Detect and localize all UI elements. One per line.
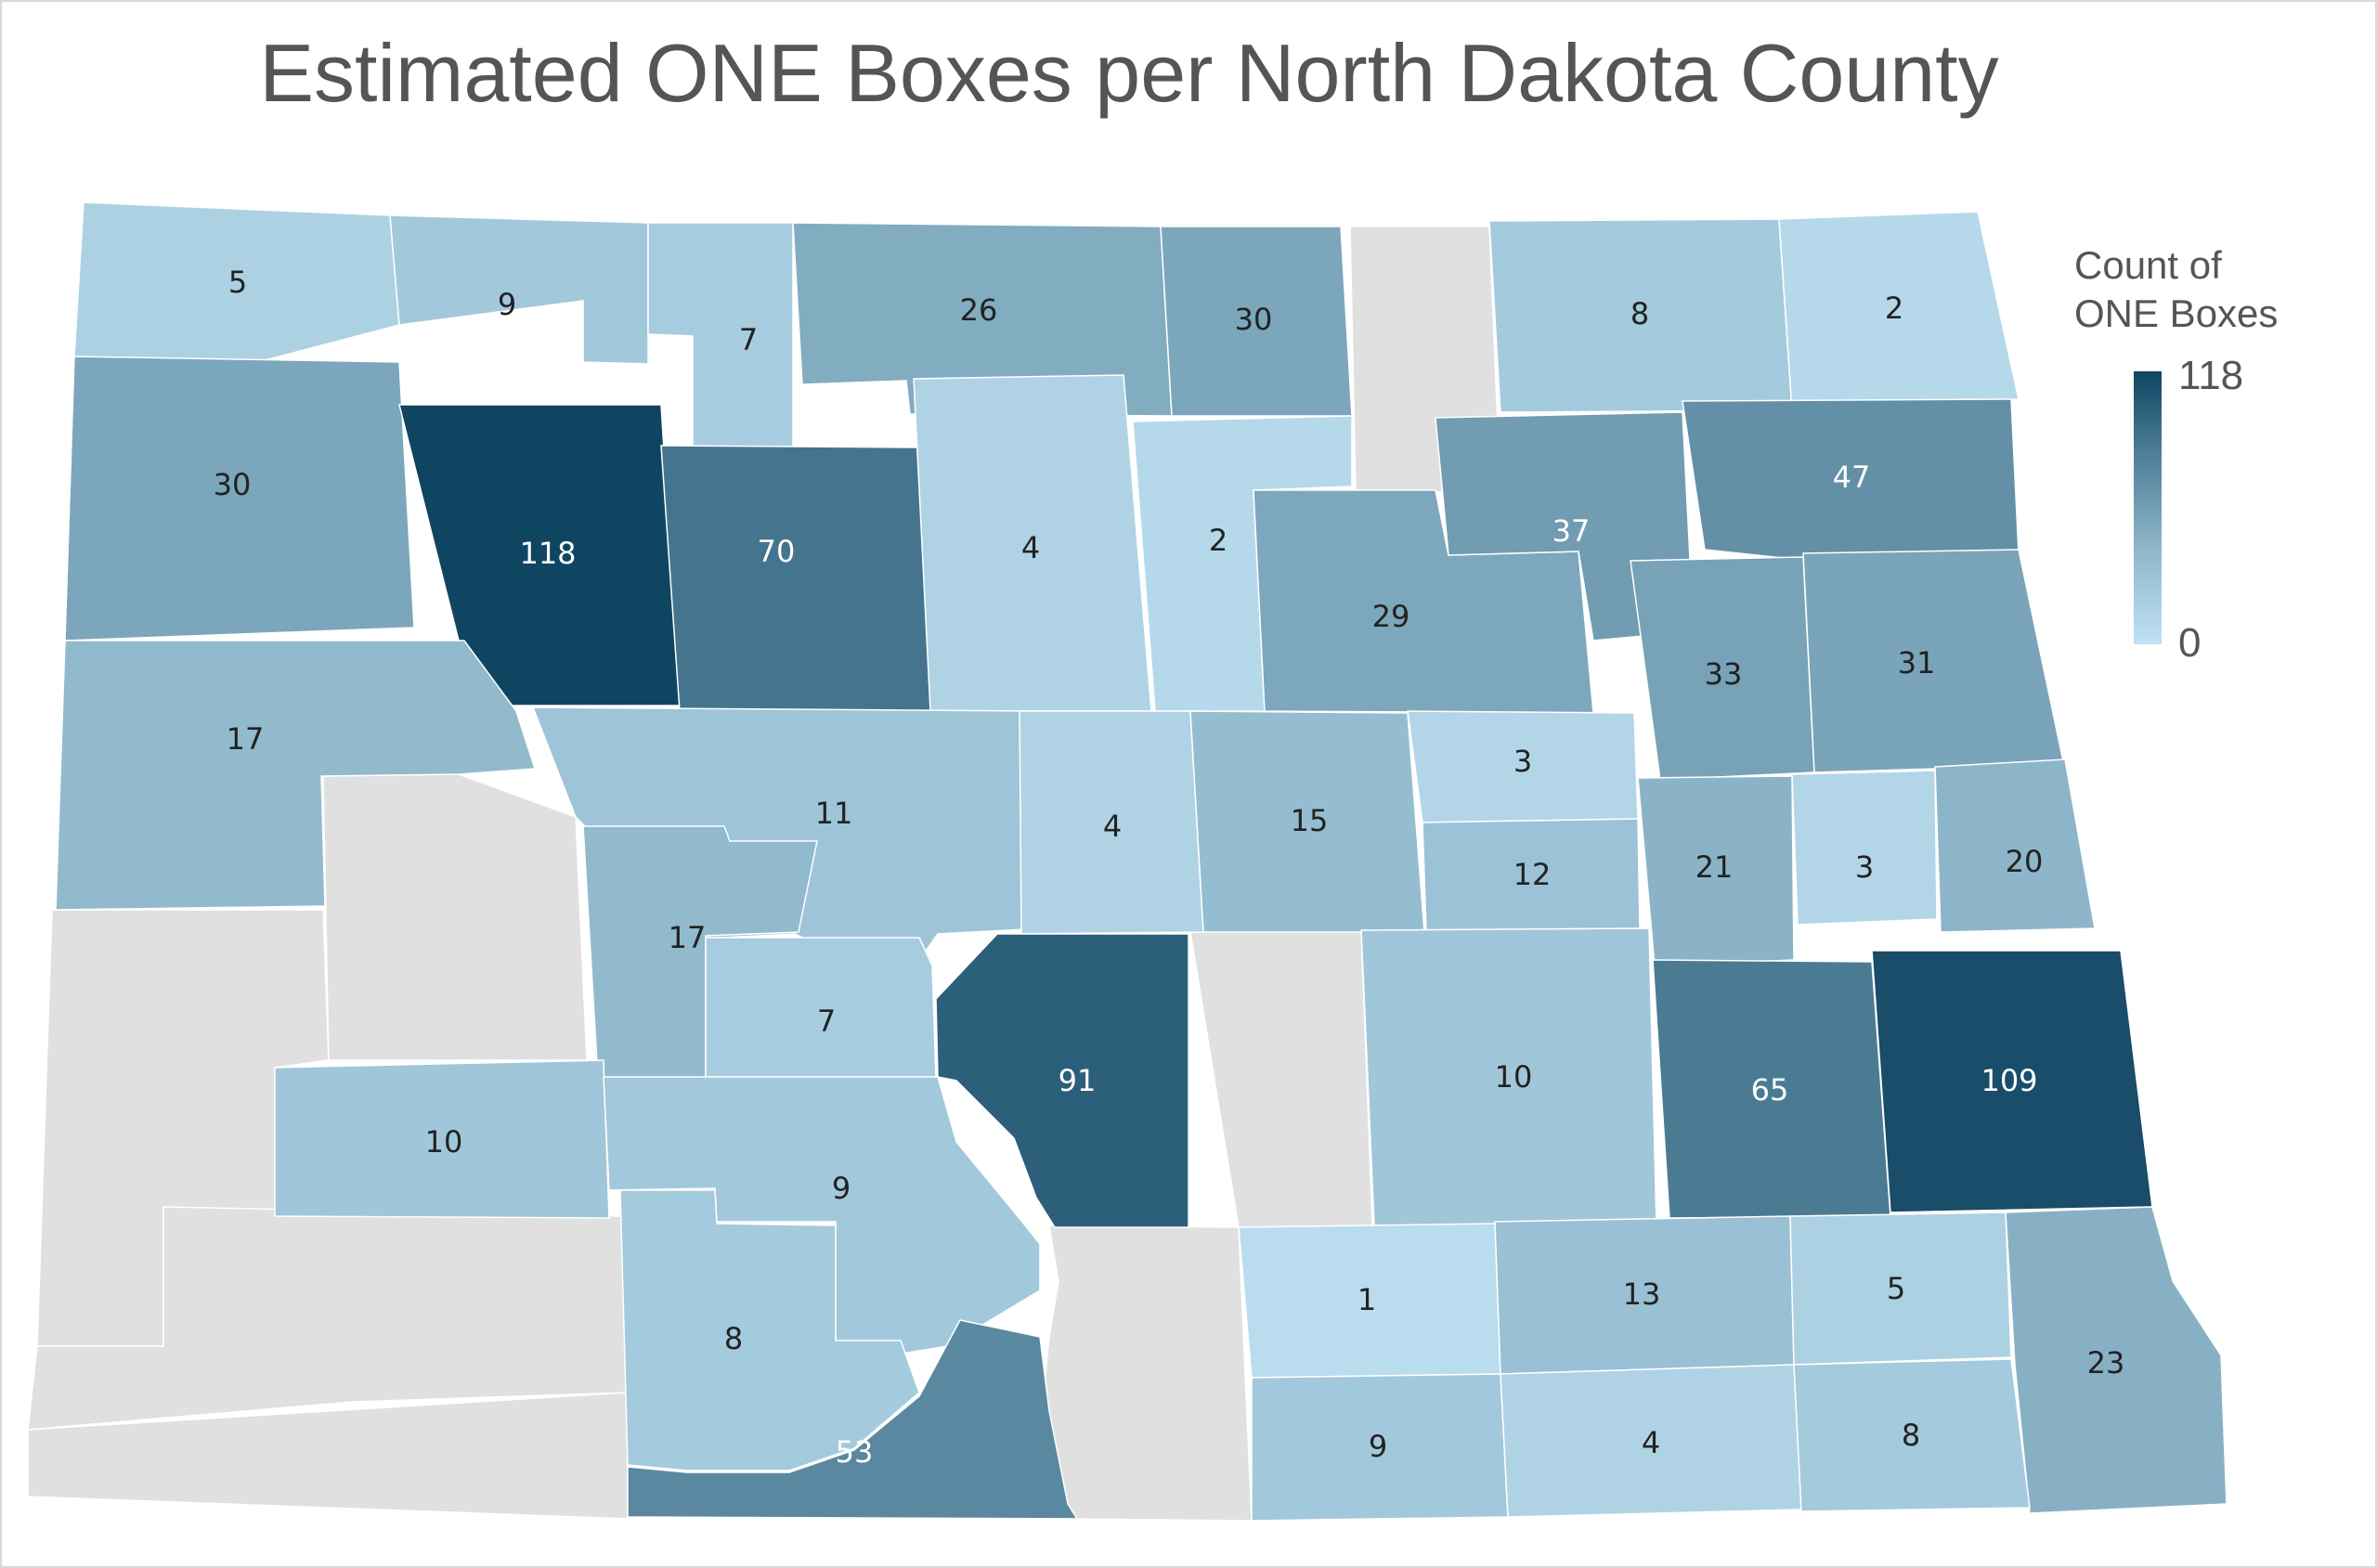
county-region[interactable] xyxy=(619,1189,920,1471)
county-value-label: 9 xyxy=(498,287,516,322)
county-value-label: 10 xyxy=(425,1124,463,1160)
county-value-label: 4 xyxy=(1021,530,1040,565)
map-title: Estimated ONE Boxes per North Dakota Cou… xyxy=(259,27,1999,119)
legend-title: Count of ONE Boxes xyxy=(2074,241,2278,338)
county-value-label: 21 xyxy=(1695,849,1734,885)
county-no-data xyxy=(1189,929,1373,1228)
county-value-label: 91 xyxy=(1059,1063,1097,1098)
county-region[interactable] xyxy=(274,1059,610,1219)
legend-title-line1: Count of xyxy=(2074,243,2222,287)
county-region[interactable] xyxy=(647,222,794,458)
county-value-label: 30 xyxy=(214,467,252,502)
county-value-label: 109 xyxy=(1981,1063,2037,1098)
county-value-label: 65 xyxy=(1751,1072,1789,1108)
county-value-label: 47 xyxy=(1833,460,1871,495)
county-value-label: 12 xyxy=(1513,857,1552,892)
county-region[interactable] xyxy=(660,445,933,712)
county-region[interactable] xyxy=(389,214,649,365)
county-region[interactable] xyxy=(64,356,415,641)
county-region[interactable] xyxy=(2005,1206,2228,1514)
county-region[interactable] xyxy=(1778,211,2020,411)
county-value-label: 9 xyxy=(832,1171,851,1206)
county-value-label: 11 xyxy=(815,796,853,831)
county-value-label: 33 xyxy=(1705,656,1743,692)
county-value-label: 15 xyxy=(1291,803,1329,838)
county-value-label: 26 xyxy=(960,292,998,328)
legend-title-line2: ONE Boxes xyxy=(2074,292,2279,335)
county-region[interactable] xyxy=(398,404,681,706)
county-value-label: 5 xyxy=(228,265,247,300)
county-region[interactable] xyxy=(55,640,537,911)
county-value-label: 30 xyxy=(1235,302,1273,337)
county-region[interactable] xyxy=(1637,775,1795,966)
county-value-label: 8 xyxy=(1630,296,1649,331)
county-value-label: 118 xyxy=(519,536,576,571)
county-value-label: 70 xyxy=(758,534,796,569)
county-value-label: 31 xyxy=(1898,645,1936,680)
county-region[interactable] xyxy=(935,933,1189,1228)
county-value-label: 17 xyxy=(227,721,265,757)
county-value-label: 2 xyxy=(1885,291,1903,326)
county-value-label: 17 xyxy=(669,920,707,955)
county-value-label: 4 xyxy=(1103,809,1122,844)
county-region[interactable] xyxy=(705,937,937,1082)
county-value-label: 9 xyxy=(1369,1429,1387,1464)
county-value-label: 37 xyxy=(1552,513,1591,549)
county-value-label: 3 xyxy=(1513,744,1532,779)
county-no-data xyxy=(27,1392,629,1520)
legend-min-label: 0 xyxy=(2178,620,2202,666)
county-region[interactable] xyxy=(1793,1358,2031,1512)
county-value-label: 10 xyxy=(1495,1059,1533,1095)
county-value-label: 8 xyxy=(1902,1418,1920,1453)
county-value-label: 20 xyxy=(2006,844,2044,879)
county-value-label: 29 xyxy=(1372,599,1410,634)
county-value-label: 7 xyxy=(817,1004,836,1039)
county-value-label: 8 xyxy=(724,1321,743,1356)
county-region[interactable] xyxy=(1934,758,2096,933)
legend-max-label: 118 xyxy=(2178,353,2244,398)
county-region[interactable] xyxy=(627,1319,1079,1520)
county-value-label: 3 xyxy=(1855,849,1874,885)
county-no-data xyxy=(322,773,588,1061)
county-value-label: 53 xyxy=(836,1434,874,1470)
county-value-label: 13 xyxy=(1623,1276,1661,1312)
county-region[interactable] xyxy=(1435,411,1695,641)
county-value-label: 1 xyxy=(1357,1282,1376,1317)
county-no-data xyxy=(1039,1225,1253,1522)
county-value-label: 23 xyxy=(2087,1345,2125,1380)
legend-color-ramp xyxy=(2134,371,2162,644)
county-region[interactable] xyxy=(73,201,400,365)
county-value-label: 7 xyxy=(739,322,758,357)
county-value-label: 5 xyxy=(1887,1271,1905,1306)
county-region[interactable] xyxy=(1789,1212,2012,1366)
county-value-label: 2 xyxy=(1209,523,1227,558)
county-value-label: 4 xyxy=(1642,1425,1660,1460)
county-region[interactable] xyxy=(1791,770,1938,926)
